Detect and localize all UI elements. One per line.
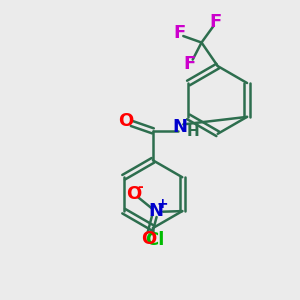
Text: O: O [126, 185, 141, 203]
Text: N: N [172, 118, 188, 136]
Text: -: - [138, 180, 143, 194]
Text: O: O [141, 230, 156, 248]
Text: Cl: Cl [145, 231, 164, 249]
Text: H: H [187, 124, 200, 139]
Text: O: O [118, 112, 133, 130]
Text: F: F [209, 13, 221, 31]
Text: +: + [156, 197, 168, 211]
Text: F: F [183, 55, 195, 73]
Text: F: F [174, 24, 186, 42]
Text: N: N [148, 202, 163, 220]
